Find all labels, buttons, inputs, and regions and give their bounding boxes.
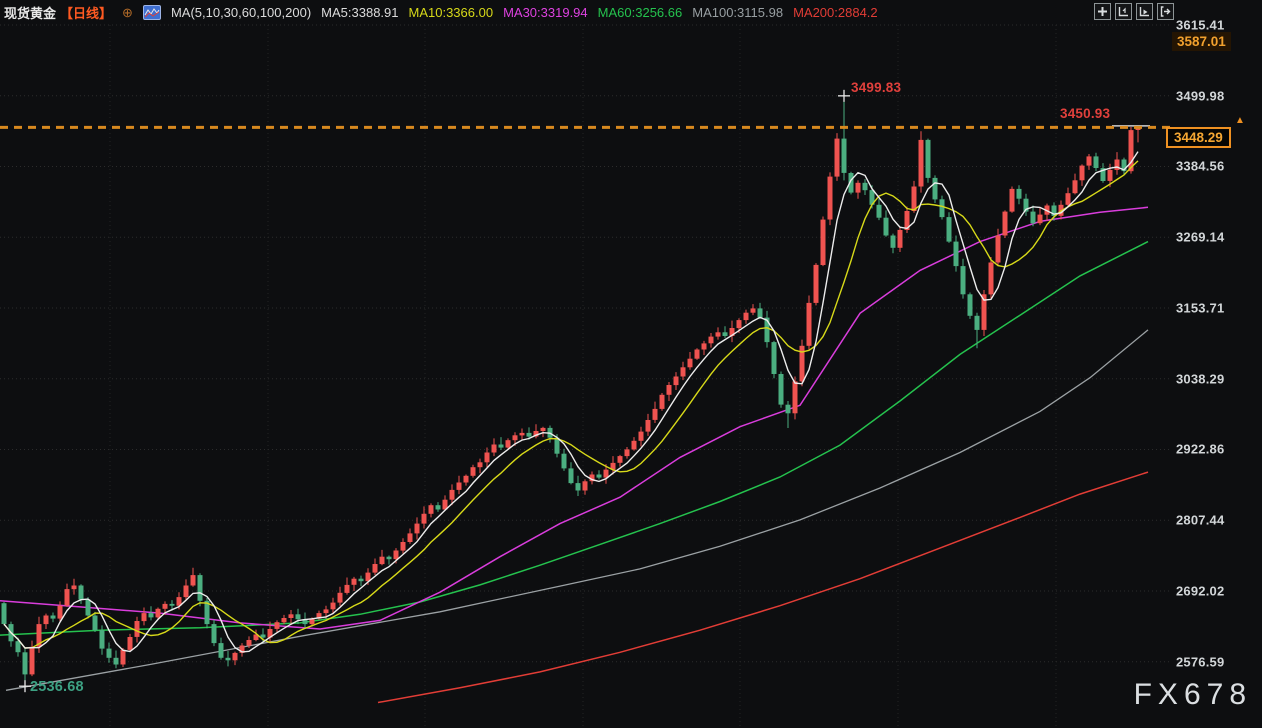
ma10-value: MA10:3366.00 [408,4,494,20]
annotation-low: 2536.68 [30,679,84,696]
extreme-markers [19,89,850,693]
move-tool-icon[interactable] [1094,3,1111,20]
instrument-title: 现货黄金 [4,5,57,21]
gridlines-layer [0,24,1172,728]
ma100-value: MA100:3115.98 [692,4,784,20]
exit-chart-icon[interactable] [1157,3,1174,20]
ma5-value: MA5:3388.91 [321,4,399,20]
upper-price-marker: 3587.01 [1172,32,1231,52]
ma200-value: MA200:2884.2 [793,4,878,20]
chart-header: 现货黄金 【日线】 ⊕ MA(5,10,30,60,100,200) MA5:33… [4,2,878,22]
ma30-value: MA30:3319.94 [503,4,588,20]
axis-tick-label: 3038.29 [1176,371,1225,387]
ma10-line [3,160,1139,649]
ma200-line [377,471,1149,704]
chart-type-icon[interactable] [142,4,161,20]
axis-tick-label: 2922.86 [1176,441,1225,457]
ma30-line [0,206,1149,630]
autoplay-axis-icon[interactable] [1136,3,1153,20]
ma60-line [0,240,1149,636]
axis-tick-label: 2576.59 [1176,654,1225,670]
axis-tick-label: 2807.44 [1176,512,1225,528]
axis-tick-label: 3615.41 [1176,17,1225,33]
ma-params-label: MA(5,10,30,60,100,200) [170,4,312,20]
watermark-logo: FX678 [1133,678,1252,711]
chart-toolbar [1094,3,1174,20]
add-indicator-icon[interactable]: ⊕ [122,4,133,20]
period-label[interactable]: 【日线】 [60,5,113,21]
annotation-recent-high: 3450.93 [1060,105,1111,121]
axis-tick-label: 3384.56 [1176,158,1225,174]
current-price-badge: 3448.29 [1166,127,1231,148]
ma5-line [3,151,1139,653]
axis-tick-label: 3499.98 [1176,88,1225,104]
scale-axis-icon[interactable] [1115,3,1132,20]
candles-layer [1,95,1141,687]
annotation-high: 3499.83 [851,79,902,95]
ma100-line [5,329,1149,691]
ma60-value: MA60:3256.66 [597,4,683,20]
axis-tick-label: 3153.71 [1176,300,1225,316]
price-up-arrow-icon: ▲ [1235,115,1245,126]
axis-tick-label: 3269.14 [1176,229,1225,245]
axis-tick-label: 2692.02 [1176,583,1225,599]
